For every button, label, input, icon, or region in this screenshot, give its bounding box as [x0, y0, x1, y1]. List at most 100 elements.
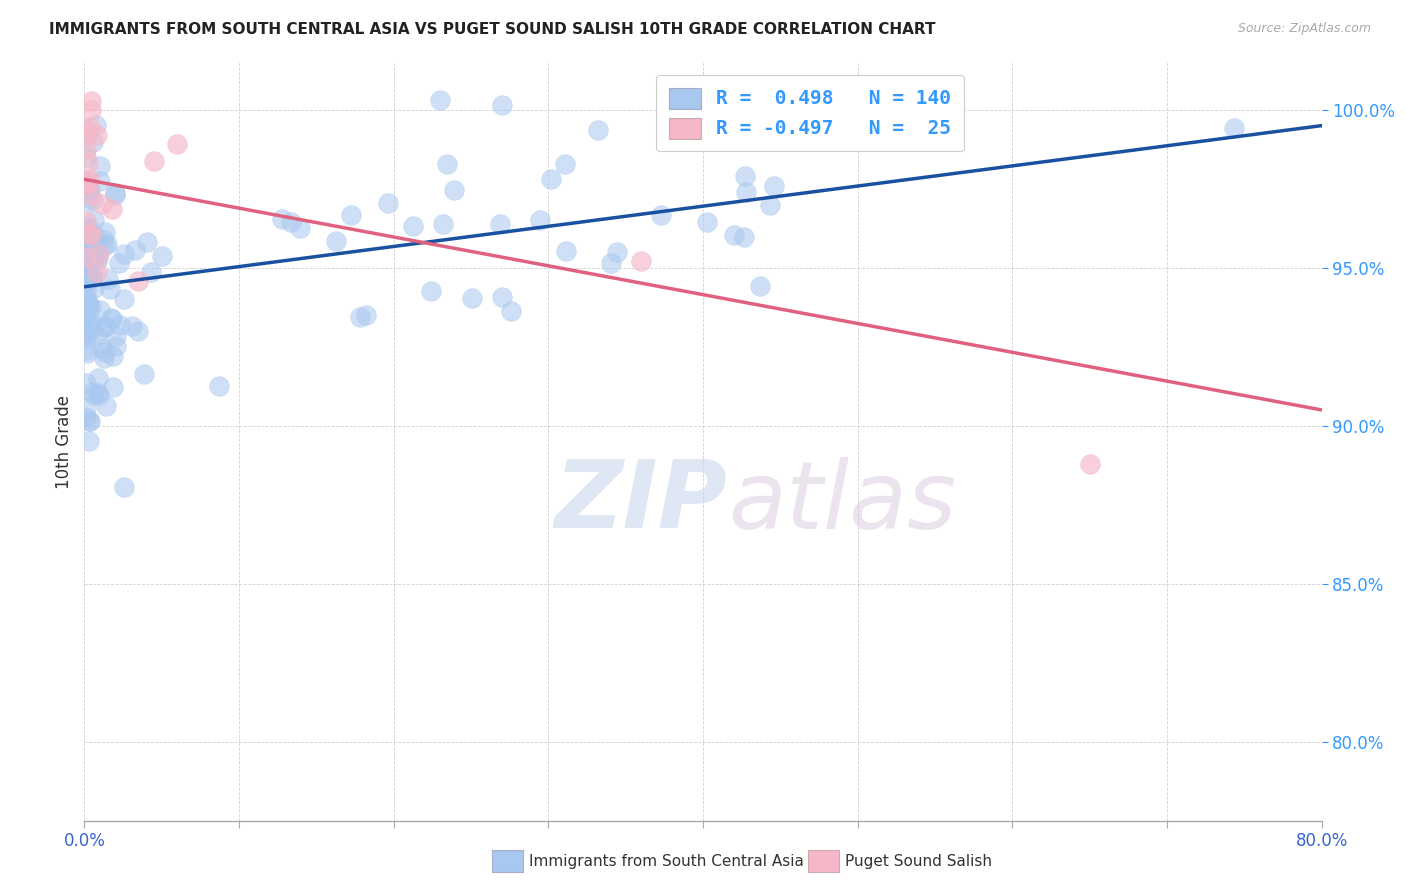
Point	[75, 219, 97, 234]
Point	[75, 313, 97, 327]
Point	[75, 301, 97, 316]
Point	[75, 330, 97, 344]
Point	[443, 183, 465, 197]
Point	[90, 197, 112, 211]
Point	[104, 186, 127, 201]
Point	[419, 285, 441, 299]
Point	[132, 367, 155, 381]
Point	[80, 103, 103, 118]
Point	[75, 302, 97, 317]
Point	[77, 227, 100, 241]
Y-axis label: 10th Grade: 10th Grade	[55, 394, 73, 489]
Point	[75, 274, 97, 288]
Point	[723, 227, 745, 242]
Point	[280, 215, 302, 229]
Point	[124, 243, 146, 257]
Point	[86, 328, 108, 343]
Point	[107, 256, 129, 270]
Point	[75, 245, 97, 260]
Point	[86, 246, 108, 260]
Point	[76, 194, 98, 209]
Point	[586, 122, 609, 136]
Point	[349, 310, 371, 324]
Point	[104, 328, 127, 343]
Point	[77, 181, 100, 195]
Point	[127, 324, 149, 338]
Point	[491, 98, 513, 112]
Point	[104, 187, 127, 202]
Point	[76, 177, 98, 191]
Point	[83, 213, 105, 227]
Point	[121, 318, 143, 333]
Text: Immigrants from South Central Asia: Immigrants from South Central Asia	[529, 855, 804, 869]
Point	[77, 414, 100, 428]
Point	[75, 376, 97, 390]
Point	[630, 254, 652, 268]
Text: atlas: atlas	[728, 457, 956, 548]
Point	[489, 217, 512, 231]
Point	[98, 282, 121, 296]
Point	[112, 292, 135, 306]
Point	[77, 241, 100, 255]
Point	[93, 351, 115, 365]
Point	[75, 213, 97, 227]
Point	[94, 344, 117, 359]
Point	[529, 212, 551, 227]
Point	[79, 120, 101, 134]
Point	[354, 309, 377, 323]
Point	[80, 315, 103, 329]
Point	[94, 225, 117, 239]
Point	[84, 119, 107, 133]
Point	[93, 318, 115, 333]
Point	[499, 303, 522, 318]
Point	[75, 122, 97, 136]
Point	[127, 274, 149, 288]
Point	[79, 265, 101, 279]
Point	[540, 172, 562, 186]
Point	[87, 388, 110, 402]
Point	[77, 182, 100, 196]
Point	[139, 265, 162, 279]
Point	[97, 272, 120, 286]
Point	[75, 240, 97, 254]
Point	[79, 414, 101, 428]
Point	[82, 249, 104, 263]
Point	[208, 379, 231, 393]
Point	[80, 270, 103, 285]
Point	[710, 127, 733, 141]
Point	[80, 385, 103, 400]
Point	[1223, 121, 1246, 136]
Point	[432, 217, 454, 231]
Point	[108, 318, 131, 333]
Point	[758, 197, 780, 211]
Point	[79, 187, 101, 202]
Point	[75, 150, 97, 164]
Point	[100, 311, 122, 326]
Point	[75, 343, 97, 357]
Point	[429, 93, 451, 107]
Point	[75, 251, 97, 265]
Point	[94, 400, 117, 414]
Point	[82, 193, 104, 207]
Point	[79, 227, 101, 242]
Point	[75, 263, 97, 277]
Point	[100, 312, 122, 326]
Point	[270, 212, 292, 227]
Point	[94, 319, 117, 334]
Point	[339, 208, 361, 222]
Point	[402, 219, 425, 234]
Point	[79, 244, 101, 258]
Point	[82, 135, 104, 149]
Point	[76, 326, 98, 341]
Point	[76, 292, 98, 306]
Point	[75, 244, 97, 259]
Point	[75, 235, 97, 250]
Point	[77, 267, 100, 281]
Point	[696, 215, 718, 229]
Point	[86, 128, 108, 142]
Point	[650, 208, 672, 222]
Point	[77, 172, 100, 186]
Point	[101, 350, 124, 364]
Legend: R =  0.498   N = 140, R = -0.497   N =  25: R = 0.498 N = 140, R = -0.497 N = 25	[657, 75, 963, 152]
Point	[76, 346, 98, 360]
